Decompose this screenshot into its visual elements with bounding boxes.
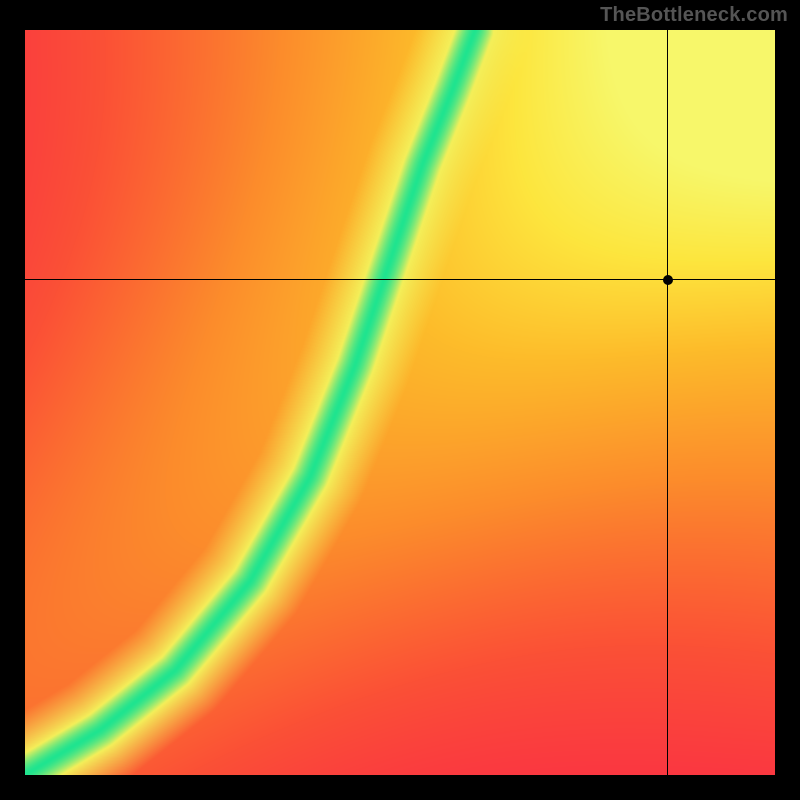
watermark-text: TheBottleneck.com — [600, 4, 788, 27]
heatmap-canvas — [25, 30, 775, 775]
chart-container: TheBottleneck.com — [0, 0, 800, 800]
crosshair-vertical — [667, 30, 668, 775]
crosshair-dot — [663, 275, 673, 285]
plot-area — [25, 30, 775, 775]
